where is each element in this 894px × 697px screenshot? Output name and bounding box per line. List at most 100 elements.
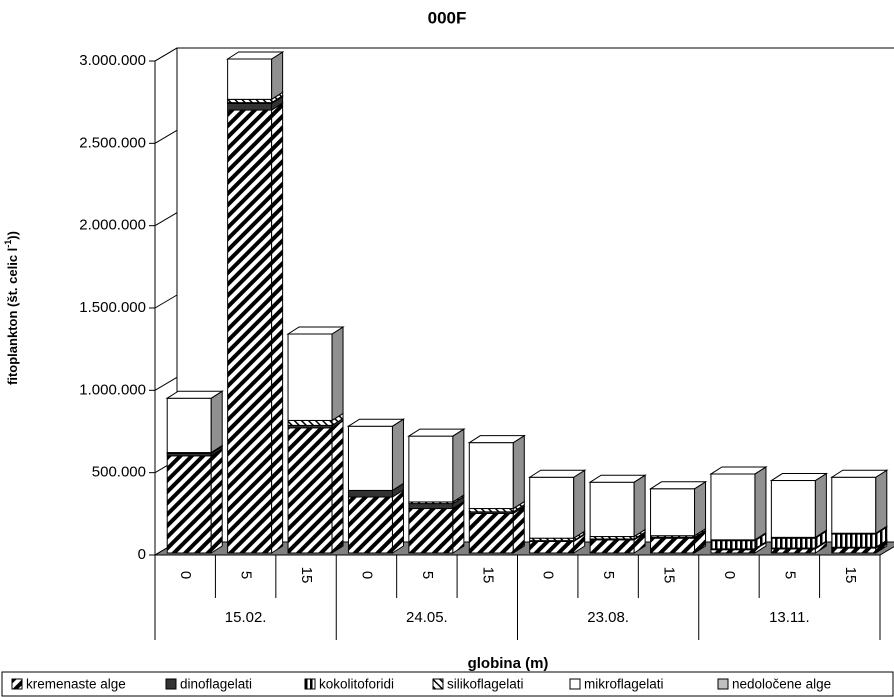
- bar-top: [165, 390, 224, 399]
- y-tick-label: 2.500.000: [79, 134, 146, 151]
- bar-side: [814, 472, 827, 539]
- bar-top: [467, 435, 527, 444]
- legend-box: [1, 671, 894, 697]
- legend-label: kokolitoforidi: [319, 677, 394, 692]
- bar-segment: [468, 512, 514, 554]
- bar-segment: [589, 481, 635, 538]
- wall-tick: [154, 47, 178, 62]
- x-tick-label: 0: [540, 571, 557, 579]
- legend-label: mikroflagelati: [584, 677, 664, 692]
- bar-side: [452, 428, 465, 503]
- legend-swatch: [432, 678, 444, 690]
- x-tick-label: 5: [238, 571, 255, 579]
- bar-top: [588, 474, 647, 483]
- y-tick-label: 500.000: [92, 464, 146, 481]
- bar-segment: [347, 496, 393, 554]
- x-tick-label: 0: [721, 571, 738, 579]
- bar-segment: [831, 533, 877, 548]
- y-axis-title: fitoplankton (št. celic l-1)): [3, 231, 20, 385]
- bar-side: [875, 469, 888, 535]
- bar-side: [573, 469, 586, 540]
- bar-segment: [650, 488, 696, 537]
- legend-swatch: [304, 678, 316, 690]
- group-label: 23.08.: [587, 609, 629, 626]
- bar-side: [694, 480, 707, 537]
- bar-segment: [770, 548, 816, 554]
- wall-tick: [154, 376, 178, 391]
- wall-tick: [154, 129, 178, 144]
- bar-segment: [529, 540, 575, 554]
- bar-segment: [770, 537, 816, 549]
- bar-segment: [770, 480, 816, 538]
- x-tick-label: 15: [479, 567, 496, 584]
- y-tick-label: 3.000.000: [79, 52, 146, 69]
- bar-segment: [710, 473, 756, 541]
- bar-side: [271, 102, 284, 554]
- x-axis-title: globina (m): [468, 655, 549, 672]
- x-tick-label: 5: [781, 571, 798, 579]
- bar-side: [633, 474, 646, 538]
- legend-label: nedoločene alge: [732, 677, 831, 692]
- bar-top: [407, 428, 466, 437]
- legend-swatch: [717, 678, 729, 690]
- y-tick-label: 0: [138, 546, 146, 563]
- bar-segment: [831, 547, 877, 554]
- y-title-sup: -1: [3, 240, 13, 248]
- wall-tick: [154, 294, 178, 309]
- bar-segment: [589, 539, 635, 554]
- bar-side: [512, 505, 525, 554]
- bar-segment: [227, 109, 273, 554]
- y-tick-label: 1.500.000: [79, 299, 146, 316]
- bar-segment: [166, 397, 212, 454]
- bar-segment: [166, 455, 212, 554]
- bar-segment: [831, 476, 877, 534]
- bar-side: [391, 418, 404, 492]
- bar-segment: [347, 425, 393, 491]
- bar-side: [331, 419, 344, 554]
- chart-title: 000F: [428, 8, 467, 27]
- bar-top: [527, 469, 587, 478]
- x-tick-label: 15: [298, 567, 315, 584]
- bar-segment: [710, 540, 756, 550]
- x-tick-label: 0: [358, 571, 375, 579]
- bar-side: [754, 466, 767, 541]
- legend-label: dinoflagelati: [180, 677, 252, 692]
- bar-segment: [408, 503, 454, 510]
- y-title-main: fitoplankton (št. celic l: [5, 248, 20, 385]
- bar-segment: [408, 435, 454, 503]
- bar-top: [286, 326, 345, 335]
- bar-top: [648, 481, 708, 490]
- legend-swatch: [11, 678, 23, 690]
- legend-swatch: [569, 678, 581, 690]
- bar-side: [210, 390, 223, 454]
- bar-segment: [650, 537, 696, 554]
- x-tick-label: 15: [661, 567, 678, 584]
- bar-segment: [287, 419, 333, 426]
- back-wall: [176, 47, 894, 542]
- group-label: 15.02.: [225, 609, 267, 626]
- bar-segment: [227, 102, 273, 111]
- legend-label: silikoflagelati: [447, 677, 524, 692]
- bar-side: [331, 326, 344, 422]
- x-tick-label: 15: [842, 567, 859, 584]
- bar-side: [391, 489, 404, 554]
- group-label: 24.05.: [406, 609, 448, 626]
- y-tick-label: 1.000.000: [79, 381, 146, 398]
- bar-segment: [529, 476, 575, 539]
- bar-side: [210, 447, 223, 554]
- bar-segment: [347, 489, 393, 498]
- bar-top: [769, 473, 829, 482]
- x-tick-label: 5: [600, 571, 617, 579]
- bar-top: [346, 418, 406, 427]
- legend-swatch: [165, 678, 177, 690]
- y-title-end: )): [5, 231, 20, 240]
- bar-top: [709, 466, 768, 475]
- bar-segment: [287, 333, 333, 421]
- group-label: 13.11.: [769, 609, 810, 626]
- bar-segment: [468, 442, 514, 510]
- x-tick-label: 5: [419, 571, 436, 579]
- bar-side: [271, 51, 284, 101]
- bar-segment: [408, 508, 454, 554]
- wall-tick: [154, 212, 178, 227]
